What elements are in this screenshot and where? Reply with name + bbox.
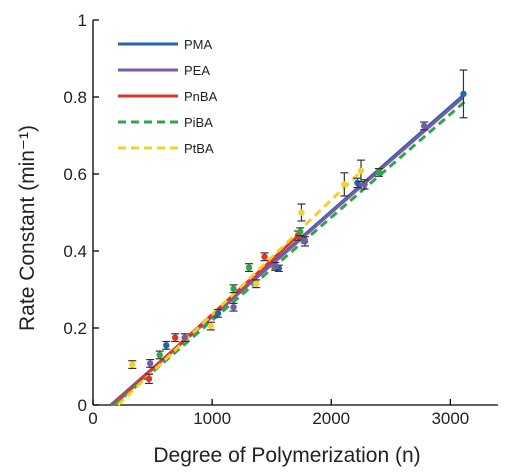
y-tick-label: 0 [78,396,87,415]
x-axis-title: Degree of Polymerization (n) [153,444,420,467]
y-axis-title: Rate Constant (min⁻¹) [16,125,39,331]
legend-label-piba: PiBA [184,115,213,130]
data-point-piba [245,263,254,273]
marker [156,351,163,359]
marker [181,334,188,341]
marker [297,228,304,235]
marker [245,264,253,271]
legend-label-pnba: PnBA [184,89,218,104]
marker [163,342,170,349]
data-point-pnba [260,252,269,262]
marker [145,375,153,383]
data-point-pma [353,177,362,189]
marker [146,360,154,367]
y-tick-label: 1 [78,11,87,30]
chart-axes: 0 1000 2000 3000 0 0.2 0.4 0.6 0.8 1 [63,11,498,428]
marker [129,361,136,368]
data-point-ptba [128,360,137,370]
marker [420,122,428,130]
x-tick-label: 0 [88,409,97,428]
data-point-ptba [340,172,349,197]
data-point-pea [146,358,155,368]
marker [261,253,268,260]
data-point-pea [229,302,238,312]
marker [272,263,279,270]
marker [357,167,365,175]
chart-legend: PMA PEA PnBA PiBA PtBA [118,37,218,156]
legend-label-pma: PMA [184,37,213,52]
y-tick-label: 0.8 [63,88,87,107]
marker [252,280,260,287]
data-point-piba [374,168,383,177]
data-point-pma [214,308,223,318]
data-point-pnba [144,373,153,385]
marker [460,90,467,98]
marker [354,179,361,187]
marker [207,322,215,330]
data-point-pnba [171,333,180,343]
marker [230,304,237,311]
y-tick-label: 0.4 [63,242,87,261]
marker [341,181,348,188]
data-point-pma [162,340,171,350]
marker [230,285,237,292]
data-point-ptba [206,321,215,331]
marker [171,334,179,341]
data-point-ptba [357,159,366,183]
x-tick-label: 3000 [431,409,469,428]
data-points [128,69,468,385]
data-point-piba [296,227,305,237]
legend-label-ptba: PtBA [184,141,214,156]
marker [298,209,305,216]
data-point-pea [180,333,189,343]
data-point-pea [271,261,280,271]
data-point-pea [301,236,310,247]
data-point-ptba [252,279,261,289]
data-point-ptba [297,203,306,222]
data-point-pea [420,121,429,131]
marker [301,238,309,245]
marker [214,310,222,317]
legend-label-pea: PEA [184,63,210,78]
x-tick-label: 2000 [312,409,350,428]
data-point-piba [229,284,238,294]
series-line-ptba [116,169,364,407]
data-point-piba [155,350,164,360]
data-point-pma [459,69,468,119]
marker [375,169,383,176]
y-tick-label: 0.6 [63,165,87,184]
fit-lines [109,93,467,407]
marker [361,181,368,188]
x-tick-label: 1000 [193,409,231,428]
y-tick-label: 0.2 [63,319,87,338]
